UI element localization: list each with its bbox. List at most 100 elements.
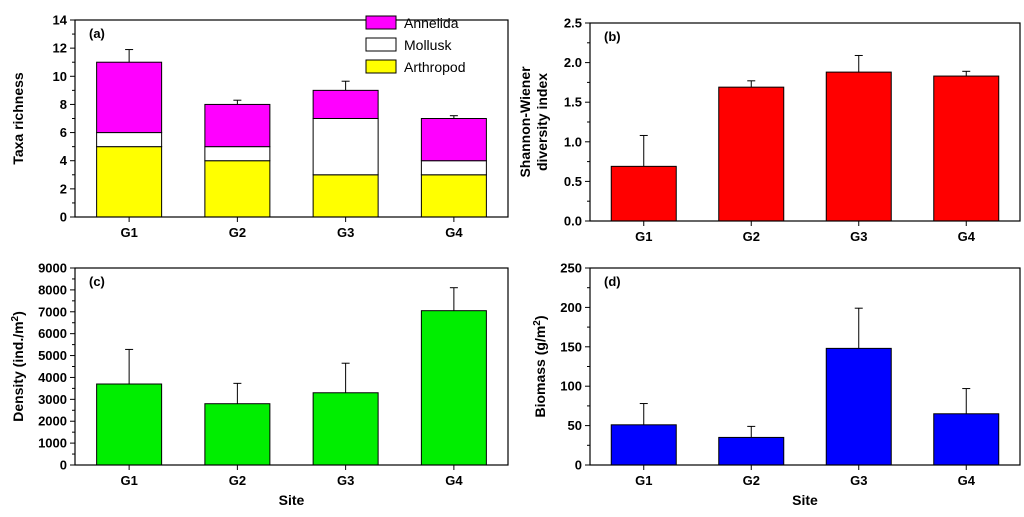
x-tick-label: G2 — [743, 473, 760, 488]
y-tick-label: 8 — [60, 97, 67, 112]
bar-g4 — [420, 310, 487, 466]
bar-g3 — [825, 71, 892, 222]
legend-label-arthropod: Arthropod — [404, 59, 465, 75]
y-tick-label: 100 — [560, 379, 582, 394]
y-tick-label: 3000 — [38, 392, 67, 407]
y-tick-label: 2.5 — [564, 16, 582, 31]
x-tick-label: G1 — [120, 225, 137, 240]
bar-annelida-g3 — [312, 89, 379, 119]
bar-arthropod-g3 — [312, 174, 379, 218]
panel-a: G1 G2 G3 G4 0 2 4 6 8 10 12 14 (a) Taxa richness Annel… — [10, 13, 509, 240]
bar-mollusk-g2 — [204, 146, 271, 162]
y-tick-label: 150 — [560, 339, 582, 354]
bar-arthropod-g1 — [96, 146, 163, 218]
y-tick-label: 50 — [568, 418, 582, 433]
x-tick-label: G2 — [229, 225, 246, 240]
y-tick-label: 2.0 — [564, 55, 582, 70]
y-tick-label: 6000 — [38, 326, 67, 341]
x-tick-label: G1 — [635, 229, 652, 244]
panel-d: G1 G2 G3 G4 0 50 100 150 200 250 (d) Biomass (g/m2)… — [532, 261, 1021, 508]
panel-b: G1 G2 G3 G4 0.0 0.5 1.0 1.5 2.0 2.5 (b) Shannon-Wie… — [517, 16, 1021, 244]
y-axis-label: Density (ind./m2) — [10, 311, 26, 422]
legend-swatch-arthropod — [365, 59, 397, 74]
y-tick-label: 4000 — [38, 370, 67, 385]
legend-label-mollusk: Mollusk — [404, 37, 452, 53]
y-tick-label: 0 — [60, 458, 67, 473]
y-axis-label-text: Biomass (g/m — [532, 326, 548, 418]
y-tick-label: 0 — [575, 458, 582, 473]
y-axis-label-sup: 2 — [532, 320, 543, 326]
y-axis-label-line2: diversity index — [534, 73, 550, 171]
y-tick-label: 8000 — [38, 282, 67, 297]
x-tick-label: G3 — [850, 229, 867, 244]
bar-g4 — [933, 413, 1000, 466]
y-axis-label-end: ) — [532, 315, 548, 320]
bar-mollusk-g4 — [420, 160, 487, 176]
bar-g1 — [610, 424, 677, 466]
panel-label: (b) — [604, 29, 621, 44]
y-tick-label: 250 — [560, 261, 582, 276]
y-tick-label: 14 — [53, 13, 68, 28]
panel-label: (d) — [604, 274, 621, 289]
x-tick-label: G4 — [445, 473, 463, 488]
y-tick-label: 2000 — [38, 414, 67, 429]
x-tick-label: G3 — [850, 473, 867, 488]
y-tick-label: 9000 — [38, 261, 67, 276]
y-tick-label: 0 — [60, 210, 67, 225]
y-tick-label: 4 — [60, 153, 68, 168]
x-tick-label: G1 — [635, 473, 652, 488]
x-axis-label: Site — [279, 492, 305, 508]
legend-swatch-annelida — [365, 15, 397, 30]
panel-label: (c) — [89, 274, 105, 289]
bar-g2 — [718, 86, 785, 222]
bar-g1 — [610, 165, 677, 222]
legend: Annelida Mollusk Arthropod — [365, 15, 465, 75]
y-tick-label: 12 — [53, 41, 67, 56]
bar-annelida-g2 — [204, 103, 271, 148]
y-axis-label: Biomass (g/m2) — [532, 315, 548, 417]
bar-arthropod-g2 — [204, 160, 271, 218]
x-tick-label: G2 — [743, 229, 760, 244]
bar-g2 — [204, 403, 271, 466]
y-tick-label: 1.0 — [564, 134, 582, 149]
y-axis-label-text: Density (ind./m — [10, 321, 26, 421]
y-tick-label: 6 — [60, 125, 67, 140]
y-tick-label: 1000 — [38, 436, 67, 451]
bar-g1 — [96, 383, 163, 466]
x-tick-label: G3 — [337, 225, 354, 240]
bar-mollusk-g1 — [96, 132, 163, 148]
y-axis-label-line1: Shannon-Wiener — [517, 66, 533, 178]
y-tick-label: 10 — [53, 69, 67, 84]
y-tick-label: 5000 — [38, 348, 67, 363]
bar-g2 — [718, 436, 785, 466]
legend-swatch-mollusk — [365, 37, 397, 52]
bar-g3 — [825, 347, 892, 466]
legend-label-annelida: Annelida — [404, 15, 459, 31]
y-tick-label: 0.5 — [564, 174, 582, 189]
panel-c: G1 G2 G3 G4 0 1000 2000 3000 4000 5000 6000 7000 800… — [10, 261, 509, 508]
bar-mollusk-g3 — [312, 118, 379, 176]
y-axis-label-text: Taxa richness — [10, 72, 26, 165]
y-tick-label: 0.0 — [564, 214, 582, 229]
x-tick-label: G1 — [120, 473, 137, 488]
y-tick-label: 200 — [560, 300, 582, 315]
y-axis-label: Taxa richness — [10, 72, 26, 165]
y-axis-label-sup: 2 — [10, 315, 21, 321]
y-tick-label: 1.5 — [564, 95, 582, 110]
y-tick-label: 7000 — [38, 304, 67, 319]
x-tick-label: G4 — [958, 229, 976, 244]
y-tick-label: 2 — [60, 181, 67, 196]
x-tick-label: G4 — [445, 225, 463, 240]
x-axis-label: Site — [792, 492, 818, 508]
x-tick-label: G3 — [337, 473, 354, 488]
bar-annelida-g4 — [420, 118, 487, 162]
x-tick-label: G4 — [958, 473, 976, 488]
bar-g3 — [312, 392, 379, 466]
bar-g4 — [933, 75, 1000, 222]
bar-arthropod-g4 — [420, 174, 487, 218]
x-tick-label: G2 — [229, 473, 246, 488]
y-axis-label-end: ) — [10, 311, 26, 316]
bar-annelida-g1 — [96, 61, 163, 134]
panel-label: (a) — [89, 26, 105, 41]
